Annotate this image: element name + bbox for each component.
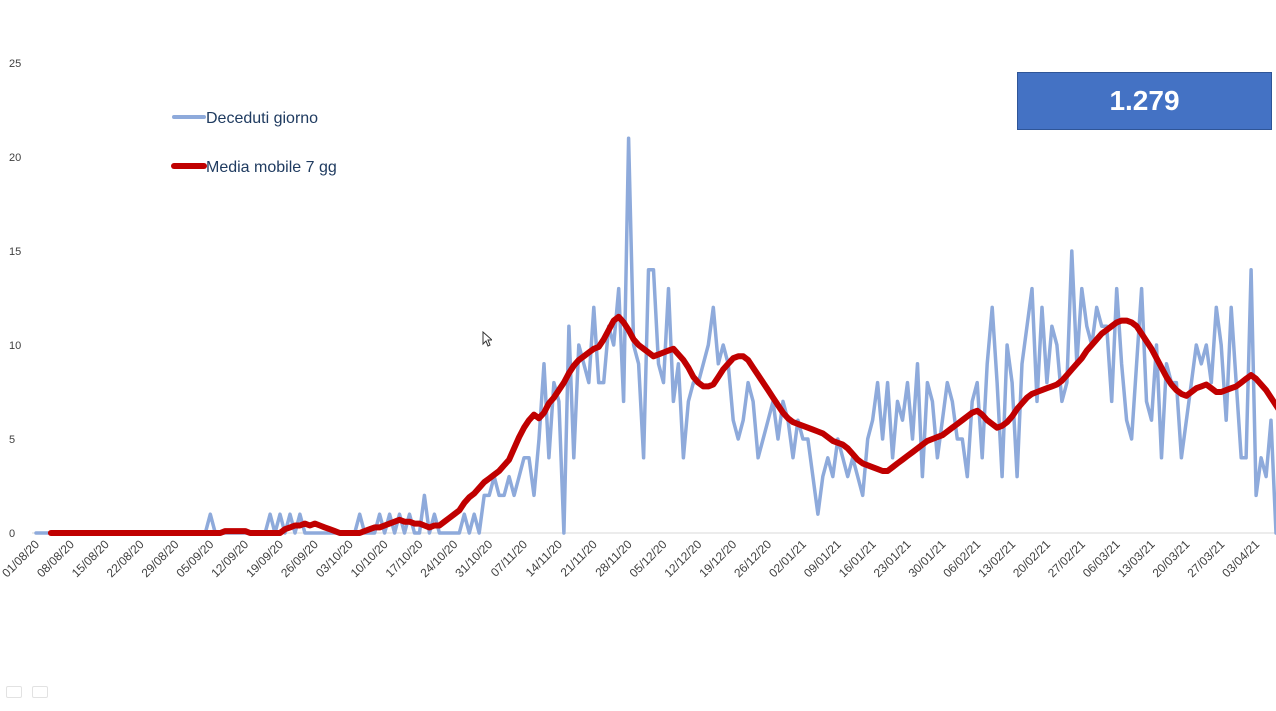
- y-tick-label: 10: [9, 340, 21, 352]
- y-tick-label: 20: [9, 152, 21, 164]
- x-tick-label: 26/09/20: [278, 537, 321, 580]
- x-tick-label: 15/08/20: [69, 537, 112, 580]
- y-tick-label: 15: [9, 246, 21, 258]
- next-arrow-icon[interactable]: [32, 686, 48, 698]
- x-tick-label: 07/11/20: [488, 537, 531, 580]
- series-line-media-mobile: [47, 313, 1276, 536]
- x-tick-label: 06/03/21: [1080, 537, 1123, 580]
- y-tick-label: 5: [9, 434, 15, 446]
- x-tick-label: 20/02/21: [1010, 537, 1053, 580]
- x-tick-label: 31/10/20: [452, 537, 495, 580]
- x-tick-label: 30/01/21: [906, 537, 949, 580]
- x-tick-label: 03/10/20: [313, 537, 356, 580]
- y-tick-label: 0: [9, 528, 15, 540]
- x-tick-label: 20/03/21: [1150, 537, 1193, 580]
- y-axis-ticks: 0 5 10 15 20 25: [9, 58, 21, 540]
- x-tick-label: 05/09/20: [173, 537, 216, 580]
- x-tick-label: 16/01/21: [836, 537, 879, 580]
- x-tick-label: 29/08/20: [139, 537, 182, 580]
- x-tick-label: 21/11/20: [558, 537, 601, 580]
- total-count-box: 1.279: [1017, 72, 1272, 130]
- legend: Deceduti giorno Media mobile 7 gg: [171, 110, 337, 176]
- x-tick-label: 23/01/21: [871, 537, 914, 580]
- x-tick-label: 03/04/21: [1219, 537, 1262, 580]
- x-tick-label: 06/02/21: [940, 537, 983, 580]
- x-tick-label: 01/08/20: [0, 537, 42, 580]
- x-tick-label: 02/01/21: [766, 537, 809, 580]
- x-tick-label: 19/12/20: [696, 537, 739, 580]
- x-tick-label: 26/12/20: [731, 537, 774, 580]
- slide-controls: [6, 686, 48, 698]
- mouse-pointer-icon: [482, 331, 492, 347]
- x-tick-label: 10/10/20: [348, 537, 391, 580]
- y-tick-label: 25: [9, 58, 21, 70]
- x-tick-label: 17/10/20: [383, 537, 426, 580]
- x-tick-label: 24/10/20: [418, 537, 461, 580]
- x-tick-label: 13/03/21: [1115, 537, 1158, 580]
- legend-label-media-mobile: Media mobile 7 gg: [206, 159, 337, 176]
- x-tick-label: 09/01/21: [801, 537, 844, 580]
- x-tick-label: 27/03/21: [1184, 537, 1227, 580]
- x-tick-label: 22/08/20: [104, 537, 147, 580]
- x-tick-label: 19/09/20: [243, 537, 286, 580]
- total-count-value: 1.279: [1109, 85, 1180, 116]
- x-tick-label: 08/08/20: [34, 537, 77, 580]
- series-line-deceduti-giorno: [34, 136, 1276, 535]
- x-tick-label: 05/12/20: [627, 537, 670, 580]
- x-tick-label: 27/02/21: [1045, 537, 1088, 580]
- x-tick-label: 12/12/20: [662, 537, 705, 580]
- x-tick-label: 12/09/20: [208, 537, 251, 580]
- x-tick-label: 13/02/21: [975, 537, 1018, 580]
- x-axis-ticks: 01/08/2008/08/2015/08/2022/08/2029/08/20…: [0, 537, 1262, 580]
- legend-label-deceduti-giorno: Deceduti giorno: [206, 110, 318, 127]
- x-tick-label: 14/11/20: [523, 537, 566, 580]
- notes-icon[interactable]: [6, 686, 22, 698]
